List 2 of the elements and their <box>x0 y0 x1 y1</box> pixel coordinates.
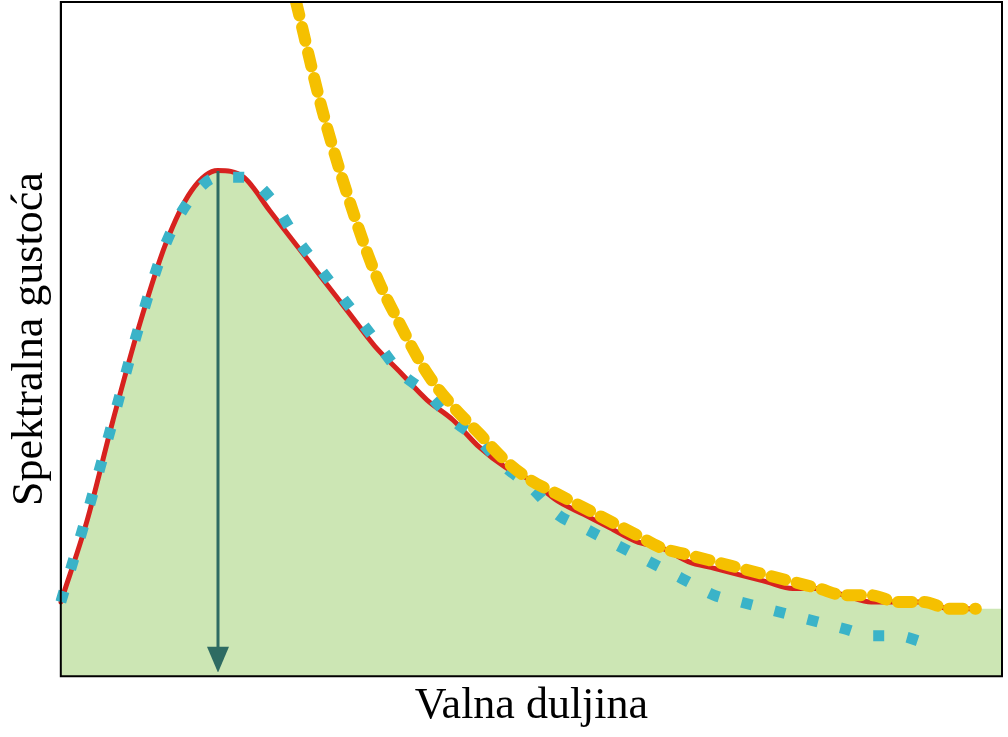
x-axis-title: Valna duljina <box>414 679 649 729</box>
y-axis-title: Spektralna gustoća <box>2 172 52 506</box>
